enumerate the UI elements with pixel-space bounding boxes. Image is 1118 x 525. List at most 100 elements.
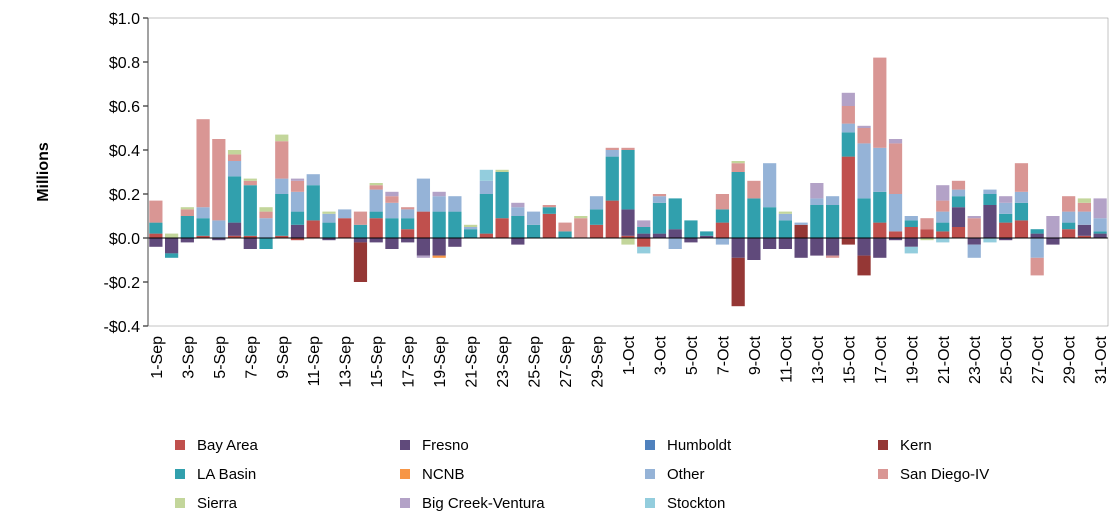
bar-segment xyxy=(290,238,305,241)
bar-segment xyxy=(841,92,855,106)
bar-segment xyxy=(1030,233,1044,238)
bar-segment xyxy=(306,220,320,238)
bar-segment xyxy=(747,198,761,238)
x-tick-label: 13-Sep xyxy=(338,336,355,388)
bar-segment xyxy=(227,161,242,177)
bar-segment xyxy=(353,242,368,282)
x-tick-label: 15-Sep xyxy=(369,336,386,388)
bar-segment xyxy=(841,156,855,238)
bar-segment xyxy=(369,238,383,243)
bar-segment xyxy=(259,207,273,212)
bar-segment xyxy=(1030,257,1044,276)
bar-segment xyxy=(857,238,871,256)
bar-segment xyxy=(621,238,635,245)
bar-segment xyxy=(369,218,383,238)
bar-segment xyxy=(227,154,242,161)
bar-segment xyxy=(652,202,667,234)
bar-segment xyxy=(290,224,305,238)
x-tick-label: 19-Oct xyxy=(904,335,921,384)
bar-segment xyxy=(747,180,761,199)
bar-segment xyxy=(684,238,698,243)
x-tick-label: 27-Sep xyxy=(558,336,575,388)
bar-segment xyxy=(511,207,525,216)
bar-segment xyxy=(652,233,667,238)
bar-segment xyxy=(353,224,368,238)
bar-segment xyxy=(731,257,745,307)
legend-swatch xyxy=(175,440,185,450)
bar-segment xyxy=(983,194,997,205)
bar-segment xyxy=(227,222,242,236)
y-axis-title: Millions xyxy=(35,142,52,202)
y-tick-label: $0.4 xyxy=(109,143,140,160)
x-tick-label: 7-Oct xyxy=(715,335,732,375)
bar-segment xyxy=(385,202,399,219)
bar-segment xyxy=(841,123,855,133)
bar-segment xyxy=(432,238,446,256)
x-tick-label: 17-Sep xyxy=(401,336,418,388)
bar-segment xyxy=(810,183,824,199)
bar-segment xyxy=(322,238,336,241)
bar-segment xyxy=(621,209,635,236)
bar-segment xyxy=(951,180,966,190)
bar-segment xyxy=(951,196,966,208)
bar-segment xyxy=(149,233,163,238)
bar-segment xyxy=(810,238,824,256)
x-tick-label: 19-Sep xyxy=(432,336,449,388)
bar-segment xyxy=(936,238,950,243)
bar-segment xyxy=(369,189,383,212)
bar-segment xyxy=(920,229,934,238)
x-tick-label: 7-Sep xyxy=(243,336,260,379)
bar-segment xyxy=(967,244,981,258)
x-tick-label: 13-Oct xyxy=(810,335,827,384)
bar-segment xyxy=(873,238,887,258)
bar-segment xyxy=(526,211,541,225)
bar-segment xyxy=(1077,202,1092,212)
bar-segment xyxy=(196,235,210,238)
bar-segment xyxy=(1093,231,1107,234)
bar-segment xyxy=(322,213,336,223)
bar-segment xyxy=(275,178,289,194)
bar-segment xyxy=(1093,233,1107,238)
bar-segment xyxy=(1062,222,1076,230)
bar-segment xyxy=(589,196,604,210)
bar-segment xyxy=(511,238,525,245)
bar-segment xyxy=(227,150,242,155)
bar-segment xyxy=(464,224,478,227)
bar-segment xyxy=(1014,163,1029,192)
bar-segment xyxy=(180,216,194,238)
bar-segment xyxy=(1062,196,1076,212)
bar-segment xyxy=(605,147,619,150)
bar-segment xyxy=(605,200,619,238)
bar-segment xyxy=(542,205,556,208)
bar-segment xyxy=(338,218,352,238)
bar-segment xyxy=(353,211,368,225)
legend-swatch xyxy=(400,440,410,450)
bar-segment xyxy=(731,161,745,164)
bar-segment xyxy=(589,209,604,225)
bar-segment xyxy=(196,207,210,219)
bar-segment xyxy=(621,147,635,150)
bar-segment xyxy=(857,143,871,199)
legend-label: Bay Area xyxy=(197,437,259,454)
x-tick-label: 11-Sep xyxy=(306,336,323,387)
bar-segment xyxy=(290,211,305,225)
bar-segment xyxy=(951,189,966,197)
bar-segment xyxy=(1046,238,1060,245)
legend-label: Kern xyxy=(900,437,932,454)
bar-segment xyxy=(605,156,619,201)
bar-segment xyxy=(479,180,493,194)
bar-segment xyxy=(763,163,777,208)
bar-segment xyxy=(715,222,730,238)
bar-segment xyxy=(810,205,824,238)
bar-segment xyxy=(637,246,651,254)
bar-segment xyxy=(621,235,635,238)
bar-segment xyxy=(448,196,462,212)
bar-segment xyxy=(936,200,950,212)
bar-segment xyxy=(149,200,163,223)
bar-segment xyxy=(1093,218,1107,232)
x-tick-label: 23-Sep xyxy=(495,336,512,388)
bar-segment xyxy=(983,238,997,243)
bar-segment xyxy=(637,233,651,238)
bar-segment xyxy=(778,238,792,249)
legend-swatch xyxy=(400,469,410,479)
